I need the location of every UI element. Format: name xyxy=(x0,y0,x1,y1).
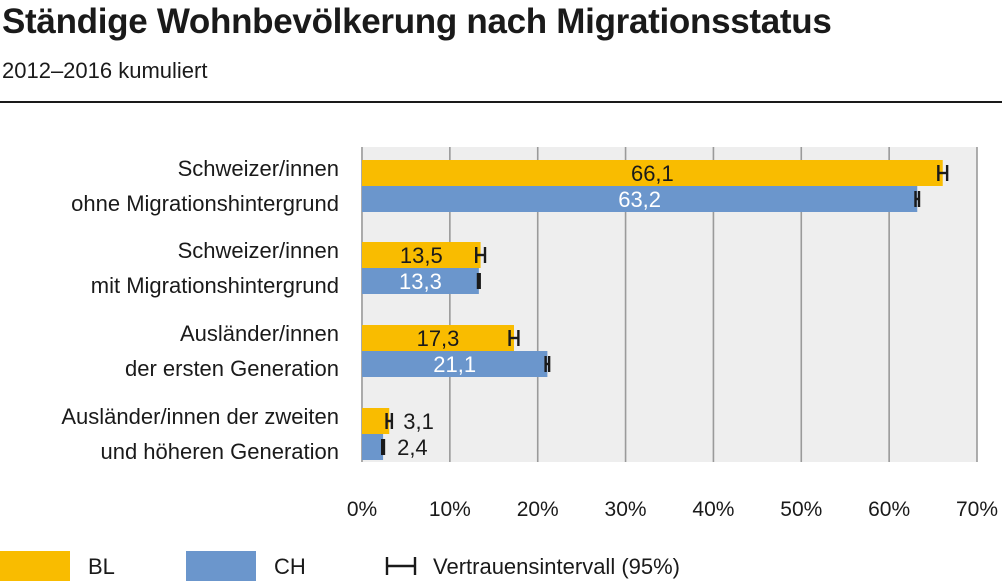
category-label: der ersten Generation xyxy=(125,356,339,381)
ci-marker xyxy=(508,330,520,346)
value-label: 13,5 xyxy=(400,243,443,268)
legend-swatch-bl xyxy=(0,551,70,581)
category-label: und höheren Generation xyxy=(100,439,339,464)
category-label: Ausländer/innen der zweiten xyxy=(61,404,339,429)
value-label: 13,3 xyxy=(399,269,442,294)
bar-ch xyxy=(362,268,479,294)
x-tick-label: 30% xyxy=(605,498,647,521)
bar-bl xyxy=(362,408,390,434)
legend-ci-symbol xyxy=(385,557,417,575)
x-tick-label: 10% xyxy=(429,498,471,521)
x-tick-label: 70% xyxy=(956,498,998,521)
legend-swatch-ch xyxy=(186,551,256,581)
legend-label: Vertrauensintervall (95%) xyxy=(433,554,680,579)
value-label: 63,2 xyxy=(618,187,661,212)
value-label: 21,1 xyxy=(433,352,476,377)
ci-marker xyxy=(475,247,487,263)
bar-bl xyxy=(362,325,514,351)
category-label: mit Migrationshintergrund xyxy=(91,273,339,298)
category-label: Schweizer/innen xyxy=(178,156,339,181)
bar-ch xyxy=(362,351,548,377)
x-tick-label: 40% xyxy=(692,498,734,521)
confidence-intervals xyxy=(381,165,949,455)
legend: BL CH Vertrauensintervall (95%) xyxy=(0,551,680,581)
chart-subtitle: 2012–2016 kumuliert xyxy=(2,58,208,83)
ci-marker xyxy=(385,413,394,429)
ci-marker xyxy=(381,439,386,455)
bar-ch xyxy=(362,434,384,460)
value-label: 2,4 xyxy=(397,435,428,460)
legend-label: BL xyxy=(88,554,115,579)
x-tick-label: 60% xyxy=(868,498,910,521)
ci-marker xyxy=(544,356,551,372)
ci-marker xyxy=(937,165,949,181)
category-label: Ausländer/innen xyxy=(180,321,339,346)
category-labels: Schweizer/innen ohne Migrationshintergrun… xyxy=(61,156,339,464)
ci-marker xyxy=(476,273,481,289)
chart-title: Ständige Wohnbevölkerung nach Migrations… xyxy=(2,2,832,41)
value-labels: 66,163,2 13,513,3 17,321,1 3,12,4 xyxy=(397,161,674,460)
bar-bl xyxy=(362,160,943,186)
category-label: ohne Migrationshintergrund xyxy=(71,191,339,216)
x-tick-label: 50% xyxy=(780,498,822,521)
x-tick-label: 20% xyxy=(517,498,559,521)
value-label: 66,1 xyxy=(631,161,674,186)
title-divider xyxy=(0,101,1002,103)
bars xyxy=(362,160,943,460)
bar-ch xyxy=(362,186,918,212)
legend-label: CH xyxy=(274,554,306,579)
category-label: Schweizer/innen xyxy=(178,238,339,263)
ci-marker xyxy=(914,191,921,207)
x-tick-label: 0% xyxy=(347,498,377,521)
value-label: 3,1 xyxy=(403,409,434,434)
x-tick-labels: 0% 10% 20% 30% 40% 50% 60% 70% xyxy=(347,498,998,521)
bar-bl xyxy=(362,242,481,268)
value-label: 17,3 xyxy=(417,326,460,351)
